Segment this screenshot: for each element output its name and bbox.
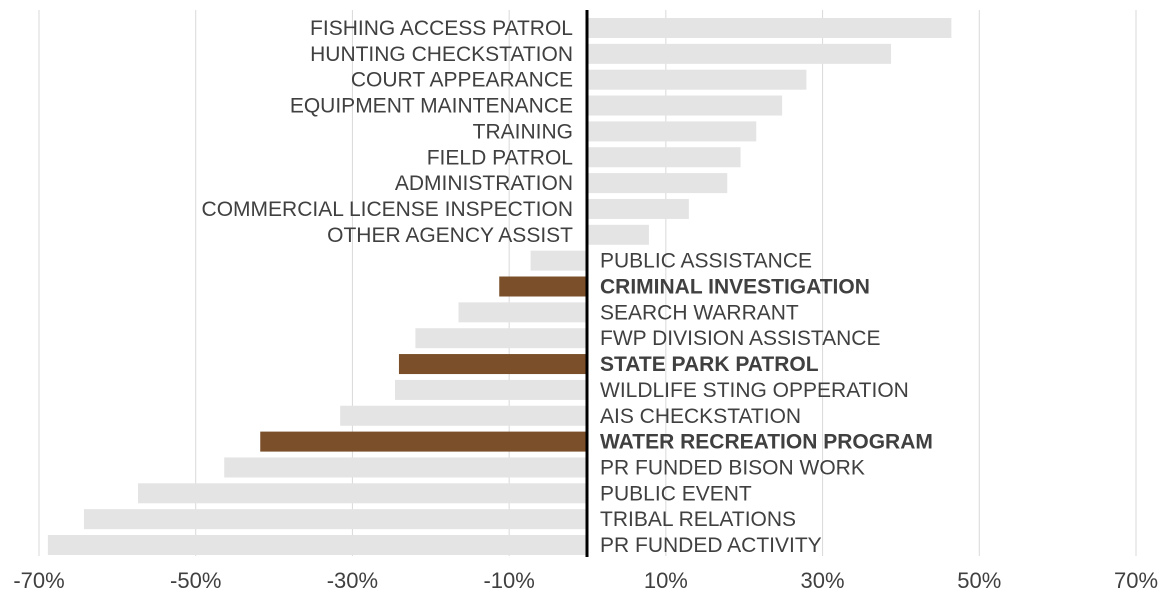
category-label: PR FUNDED BISON WORK [600,456,865,479]
x-tick-label: 10% [644,568,688,593]
bar [499,276,587,297]
bar [587,147,741,168]
x-tick-label: -70% [13,568,64,593]
bar [224,457,587,478]
category-label: AIS CHECKSTATION [600,405,801,428]
bar [587,43,892,64]
category-label: FWP DIVISION ASSISTANCE [600,327,880,350]
bar [587,18,952,38]
category-label: FIELD PATROL [427,146,573,169]
category-label: COURT APPEARANCE [351,69,573,92]
x-tick-label: -30% [327,568,378,593]
bar [415,328,587,349]
category-label: FISHING ACCESS PATROL [310,17,573,40]
bars [47,18,952,555]
category-label: STATE PARK PATROL [600,353,819,376]
category-label: EQUIPMENT MAINTENANCE [290,95,573,118]
category-label: TRIBAL RELATIONS [600,508,796,531]
x-tick-label: 50% [957,568,1001,593]
category-label: PR FUNDED ACTIVITY [600,534,822,557]
bar [47,535,588,555]
category-labels: FISHING ACCESS PATROL HUNTING CHECKSTATIO… [202,17,933,557]
category-label: WATER RECREATION PROGRAM [600,431,933,454]
bar [83,509,587,530]
x-tick-label: -50% [170,568,221,593]
category-label: PUBLIC EVENT [600,482,752,505]
bar [340,405,587,426]
bar [395,379,587,400]
category-label: CRIMINAL INVESTIGATION [600,276,870,299]
bar [530,250,587,271]
category-label: WILDLIFE STING OPPERATION [600,379,909,402]
category-label: TRAINING [473,120,573,143]
x-tick-label: -10% [483,568,534,593]
bar [587,173,728,194]
x-tick-label: 70% [1114,568,1158,593]
category-label: PUBLIC ASSISTANCE [600,250,812,273]
category-label: HUNTING CHECKSTATION [310,43,573,66]
x-axis-tick-labels: -70% -50% -30% -10% 10% 30% 50% 70% [13,568,1158,593]
bar [260,431,587,452]
bar [587,198,689,219]
bar [587,121,757,142]
bar [587,95,783,116]
bar [138,483,588,504]
x-tick-label: 30% [801,568,845,593]
bar [587,69,807,90]
bar [587,224,649,245]
bar [398,354,587,375]
category-label: COMMERCIAL LICENSE INSPECTION [202,198,573,221]
category-label: ADMINISTRATION [395,172,573,195]
category-label: OTHER AGENCY ASSIST [327,224,573,247]
category-label: SEARCH WARRANT [600,301,799,324]
bar [458,302,587,323]
